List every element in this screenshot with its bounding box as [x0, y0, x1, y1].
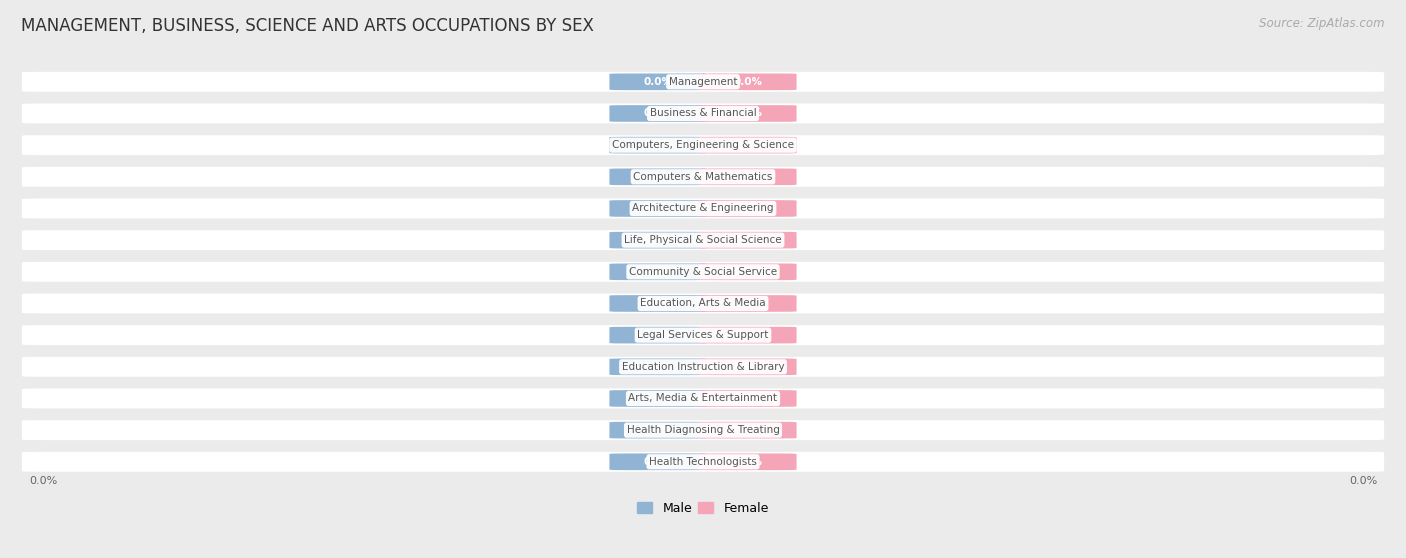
Text: 0.0%: 0.0% — [644, 172, 673, 182]
Text: 0.0%: 0.0% — [28, 477, 58, 487]
FancyBboxPatch shape — [699, 232, 797, 248]
Text: Source: ZipAtlas.com: Source: ZipAtlas.com — [1260, 17, 1385, 30]
Text: 0.0%: 0.0% — [644, 108, 673, 118]
FancyBboxPatch shape — [609, 295, 707, 312]
Text: 0.0%: 0.0% — [644, 204, 673, 214]
FancyBboxPatch shape — [22, 103, 1384, 123]
FancyBboxPatch shape — [699, 358, 797, 375]
Text: Computers, Engineering & Science: Computers, Engineering & Science — [612, 140, 794, 150]
Text: Computers & Mathematics: Computers & Mathematics — [633, 172, 773, 182]
Text: 0.0%: 0.0% — [733, 77, 762, 87]
FancyBboxPatch shape — [699, 295, 797, 312]
Text: 0.0%: 0.0% — [644, 393, 673, 403]
FancyBboxPatch shape — [699, 454, 797, 470]
FancyBboxPatch shape — [609, 169, 707, 185]
FancyBboxPatch shape — [609, 263, 707, 280]
FancyBboxPatch shape — [609, 327, 707, 344]
FancyBboxPatch shape — [699, 169, 797, 185]
FancyBboxPatch shape — [699, 263, 797, 280]
Text: 0.0%: 0.0% — [733, 299, 762, 309]
Text: Health Technologists: Health Technologists — [650, 457, 756, 467]
Text: 0.0%: 0.0% — [733, 457, 762, 467]
FancyBboxPatch shape — [699, 105, 797, 122]
Text: Arts, Media & Entertainment: Arts, Media & Entertainment — [628, 393, 778, 403]
Legend: Male, Female: Male, Female — [633, 497, 773, 520]
Text: 0.0%: 0.0% — [644, 267, 673, 277]
Text: 0.0%: 0.0% — [644, 77, 673, 87]
Text: 0.0%: 0.0% — [733, 235, 762, 245]
Text: Management: Management — [669, 77, 737, 87]
FancyBboxPatch shape — [609, 74, 707, 90]
Text: Life, Physical & Social Science: Life, Physical & Social Science — [624, 235, 782, 245]
FancyBboxPatch shape — [609, 232, 707, 248]
FancyBboxPatch shape — [699, 422, 797, 439]
FancyBboxPatch shape — [22, 357, 1384, 377]
FancyBboxPatch shape — [22, 72, 1384, 92]
FancyBboxPatch shape — [22, 388, 1384, 408]
Text: Education Instruction & Library: Education Instruction & Library — [621, 362, 785, 372]
Text: 0.0%: 0.0% — [733, 425, 762, 435]
Text: 0.0%: 0.0% — [733, 267, 762, 277]
Text: 0.0%: 0.0% — [644, 235, 673, 245]
FancyBboxPatch shape — [22, 420, 1384, 440]
Text: 0.0%: 0.0% — [644, 362, 673, 372]
FancyBboxPatch shape — [609, 454, 707, 470]
Text: Community & Social Service: Community & Social Service — [628, 267, 778, 277]
Text: 0.0%: 0.0% — [733, 362, 762, 372]
FancyBboxPatch shape — [609, 137, 707, 153]
Text: 0.0%: 0.0% — [733, 140, 762, 150]
FancyBboxPatch shape — [699, 200, 797, 217]
Text: Health Diagnosing & Treating: Health Diagnosing & Treating — [627, 425, 779, 435]
Text: 0.0%: 0.0% — [733, 330, 762, 340]
FancyBboxPatch shape — [609, 422, 707, 439]
FancyBboxPatch shape — [22, 452, 1384, 472]
FancyBboxPatch shape — [22, 135, 1384, 155]
Text: Legal Services & Support: Legal Services & Support — [637, 330, 769, 340]
FancyBboxPatch shape — [22, 230, 1384, 250]
FancyBboxPatch shape — [22, 167, 1384, 187]
FancyBboxPatch shape — [609, 358, 707, 375]
FancyBboxPatch shape — [22, 294, 1384, 314]
FancyBboxPatch shape — [699, 390, 797, 407]
FancyBboxPatch shape — [699, 137, 797, 153]
Text: 0.0%: 0.0% — [733, 204, 762, 214]
FancyBboxPatch shape — [609, 390, 707, 407]
Text: 0.0%: 0.0% — [644, 140, 673, 150]
FancyBboxPatch shape — [699, 327, 797, 344]
Text: Architecture & Engineering: Architecture & Engineering — [633, 204, 773, 214]
FancyBboxPatch shape — [609, 105, 707, 122]
Text: 0.0%: 0.0% — [644, 457, 673, 467]
Text: 0.0%: 0.0% — [733, 108, 762, 118]
FancyBboxPatch shape — [699, 74, 797, 90]
Text: 0.0%: 0.0% — [644, 425, 673, 435]
Text: 0.0%: 0.0% — [644, 299, 673, 309]
FancyBboxPatch shape — [609, 200, 707, 217]
Text: MANAGEMENT, BUSINESS, SCIENCE AND ARTS OCCUPATIONS BY SEX: MANAGEMENT, BUSINESS, SCIENCE AND ARTS O… — [21, 17, 593, 35]
Text: 0.0%: 0.0% — [644, 330, 673, 340]
FancyBboxPatch shape — [22, 325, 1384, 345]
Text: 0.0%: 0.0% — [1348, 477, 1378, 487]
Text: Business & Financial: Business & Financial — [650, 108, 756, 118]
FancyBboxPatch shape — [22, 262, 1384, 282]
Text: 0.0%: 0.0% — [733, 393, 762, 403]
FancyBboxPatch shape — [22, 199, 1384, 218]
Text: Education, Arts & Media: Education, Arts & Media — [640, 299, 766, 309]
Text: 0.0%: 0.0% — [733, 172, 762, 182]
